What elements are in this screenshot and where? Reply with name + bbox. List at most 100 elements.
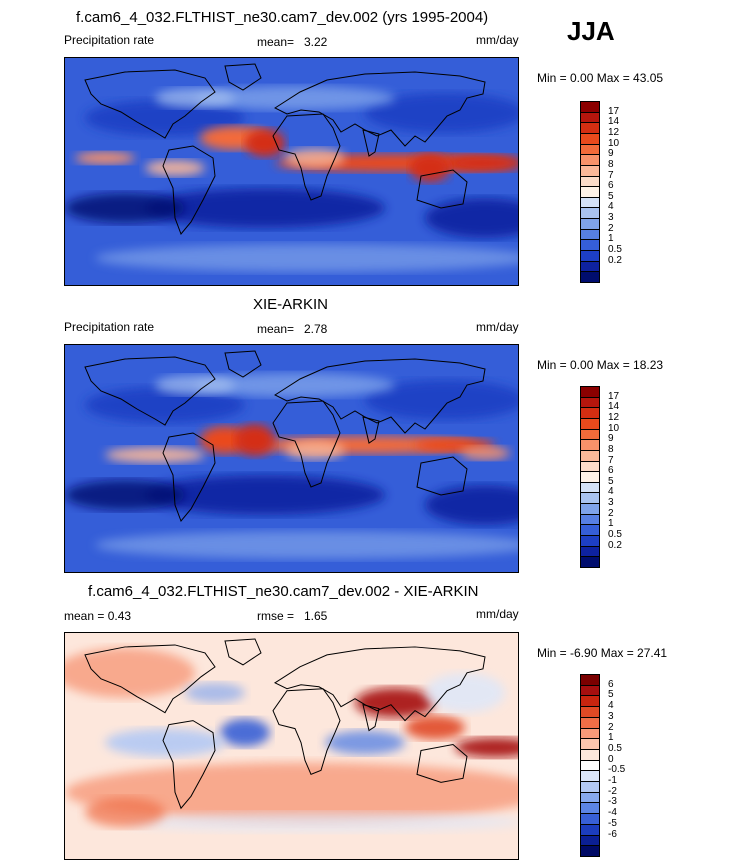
colorbar-label: 8	[608, 443, 614, 455]
difference-map	[64, 632, 519, 860]
panel-title: f.cam6_4_032.FLTHIST_ne30.cam7_dev.002 (…	[76, 9, 489, 26]
coastline	[273, 358, 486, 434]
coastline	[162, 145, 216, 235]
coastline	[416, 456, 468, 496]
min-max-label: Min = 0.00 Max = 43.05	[537, 71, 664, 85]
coastline	[224, 63, 262, 91]
mean-value: 3.22	[304, 35, 328, 49]
precip-region	[195, 86, 395, 110]
colorbar-label: 3	[608, 497, 614, 509]
colorbar-label: 6	[608, 465, 614, 477]
colorbar-label: -4	[608, 807, 617, 819]
map-canvas	[65, 633, 518, 859]
precip-region	[85, 387, 245, 423]
colorbar-label: 1	[608, 732, 614, 744]
colorbar-label: 1	[608, 233, 614, 245]
map-canvas	[65, 58, 518, 285]
coastline	[162, 432, 216, 522]
precip-region	[235, 424, 275, 456]
colorbar-label: 2	[608, 222, 614, 234]
precip-region	[355, 687, 435, 718]
coastline	[362, 129, 380, 157]
coastline	[224, 638, 262, 666]
colorbar-label: 17	[608, 390, 620, 402]
left-label: mean = 0.43	[64, 609, 132, 623]
panel-title: f.cam6_4_032.FLTHIST_ne30.cam7_dev.002 -…	[88, 583, 479, 600]
coastline	[84, 356, 216, 426]
precip-region	[95, 244, 518, 272]
coastline	[84, 69, 216, 139]
colorbar-label: 17	[608, 105, 620, 117]
colorbar-label: 0.2	[608, 539, 622, 551]
colorbar-label: 6	[608, 678, 614, 690]
precip-region	[75, 152, 135, 164]
units-label: mm/day	[476, 33, 519, 47]
precip-region	[145, 475, 385, 515]
mean-value: 2.78	[304, 322, 328, 336]
colorbar-label: 9	[608, 148, 614, 160]
precip-region	[65, 647, 195, 698]
colorbar-label: 7	[608, 169, 614, 181]
left-label: Precipitation rate	[64, 33, 155, 47]
precip-region	[155, 88, 235, 108]
mean-label: mean=	[257, 35, 295, 49]
season-label: JJA	[567, 16, 615, 46]
precip-region	[365, 380, 518, 420]
coastline	[224, 350, 262, 378]
precip-region	[185, 682, 245, 703]
precip-region	[85, 100, 245, 136]
precipitation-map	[64, 344, 519, 573]
min-max-label: Min = 0.00 Max = 18.23	[537, 358, 664, 372]
colorbar-label: -1	[608, 775, 617, 787]
mean-label: mean=	[257, 322, 295, 336]
colorbar-label: -2	[608, 785, 617, 797]
precip-region	[410, 154, 450, 182]
precip-region	[85, 797, 165, 828]
precip-region	[65, 193, 185, 223]
colorbar-label: 5	[608, 689, 614, 701]
precip-region	[245, 129, 285, 157]
colorbar-label: 14	[608, 401, 620, 413]
colorbar-label: 4	[608, 201, 614, 213]
precip-region	[145, 188, 385, 228]
left-label: Precipitation rate	[64, 320, 155, 334]
precip-region	[65, 480, 185, 510]
map-canvas	[65, 345, 518, 572]
precip-region	[220, 718, 270, 747]
precip-region	[425, 485, 518, 525]
colorbar-box	[580, 556, 600, 568]
colorbar-label: 14	[608, 116, 620, 128]
precip-region	[65, 762, 518, 823]
panel-title: XIE-ARKIN	[253, 296, 329, 313]
colorbar-label: -6	[608, 828, 617, 840]
coastline	[273, 71, 486, 147]
precip-region	[405, 715, 465, 740]
colorbar-label: 0.5	[608, 529, 622, 541]
coastline	[272, 400, 341, 488]
precip-region	[285, 440, 345, 460]
colorbar-label: 10	[608, 137, 620, 149]
colorbar-label: 8	[608, 158, 614, 170]
colorbar-label: -3	[608, 796, 617, 808]
colorbar-label: 2	[608, 721, 614, 733]
coastline	[362, 416, 380, 444]
colorbar-box	[580, 845, 600, 857]
colorbar-label: 6	[608, 180, 614, 192]
precip-region	[445, 155, 518, 171]
precip-region	[145, 160, 205, 176]
precip-region	[95, 531, 518, 559]
colorbar-label: 5	[608, 475, 614, 487]
units-label: mm/day	[476, 607, 519, 621]
colorbar-label: 0.5	[608, 742, 622, 754]
colorbar-label: 12	[608, 411, 620, 423]
precip-region	[455, 737, 518, 758]
coastline	[272, 688, 341, 776]
colorbar-label: 1	[608, 518, 614, 530]
colorbar-label: 0.2	[608, 254, 622, 266]
precip-region	[365, 93, 518, 133]
mean-value: 1.65	[304, 609, 328, 623]
colorbar-label: 3	[608, 710, 614, 722]
precip-region	[425, 672, 505, 713]
coastline	[416, 743, 468, 783]
min-max-label: Min = -6.90 Max = 27.41	[537, 646, 668, 660]
